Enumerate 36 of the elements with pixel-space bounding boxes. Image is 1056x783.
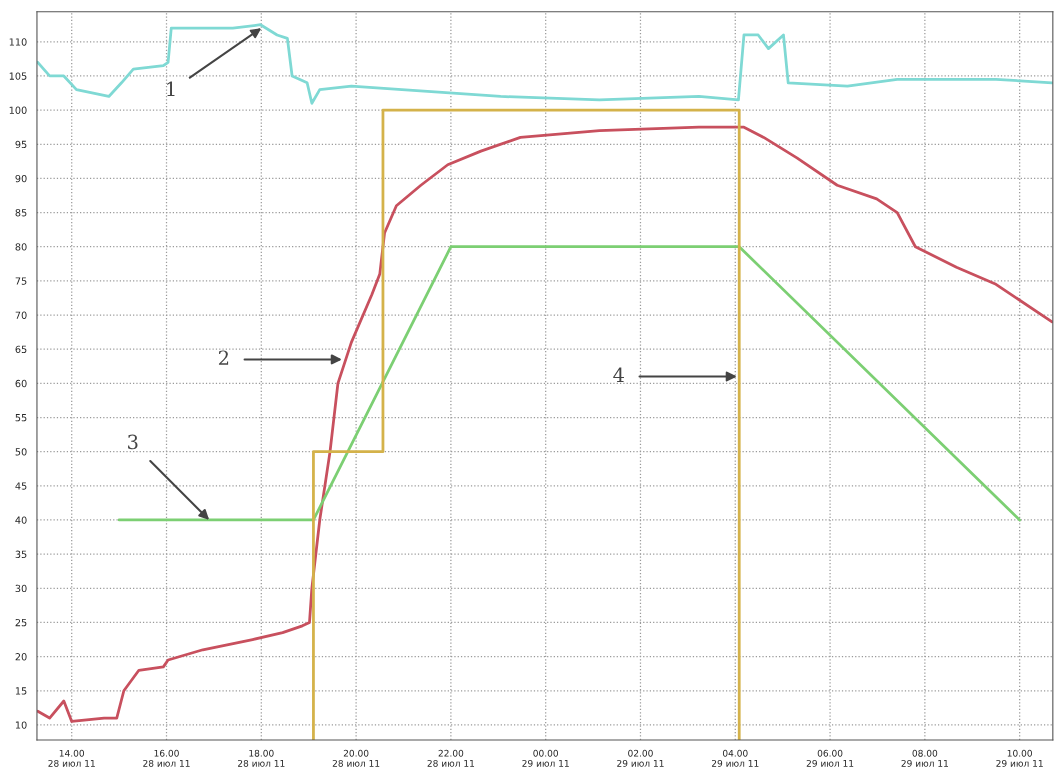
x-tick-label: 16.00 28 июл 11: [143, 749, 190, 767]
y-tick-label: 45: [15, 482, 27, 490]
y-tick-label: 90: [15, 174, 27, 183]
y-tick-label: 10: [15, 721, 27, 729]
y-tick-label: 35: [15, 550, 27, 558]
y-tick-label: 95: [15, 140, 27, 149]
y-tick-label: 75: [15, 277, 27, 285]
y-tick-label: 55: [15, 414, 27, 422]
y-tick-label: 100: [9, 106, 27, 114]
x-tick-label: 18.00 28 июл 11: [237, 749, 285, 767]
y-tick-label: 70: [15, 311, 27, 319]
y-tick-label: 15: [15, 687, 27, 695]
annotation: 4: [613, 367, 625, 382]
annotation: 3: [128, 434, 138, 450]
annotation: 2: [218, 350, 229, 365]
x-tick-label: 22.00 28 июл 11: [427, 749, 475, 767]
y-tick-label: 60: [15, 379, 27, 388]
y-tick-label: 20: [15, 653, 27, 661]
y-tick-label: 40: [15, 516, 27, 524]
y-tick-label: 50: [15, 448, 27, 456]
y-tick-label: 80: [15, 243, 27, 251]
y-tick-label: 25: [15, 618, 27, 627]
y-tick-label: 85: [15, 209, 27, 217]
y-tick-label: 30: [15, 584, 27, 593]
x-tick-label: 02.00 29 июл 11: [617, 749, 664, 767]
x-tick-label: 10.00 29 июл 11: [996, 749, 1043, 767]
y-tick-label: 110: [9, 38, 27, 46]
x-tick-label: 04.00 29 июл 11: [711, 749, 759, 767]
x-tick-label: 14.00 28 июл 11: [48, 749, 95, 767]
x-tick-label: 08.00 29 июл 11: [901, 749, 948, 767]
y-tick-label: 65: [15, 345, 27, 354]
x-tick-label: 20.00 28 июл 11: [332, 749, 380, 767]
annotation: 1: [167, 81, 175, 96]
x-tick-label: 00.00 29 июл 11: [522, 749, 569, 767]
x-tick-label: 06.00 29 июл 11: [806, 749, 854, 767]
y-tick-label: 105: [9, 72, 27, 80]
